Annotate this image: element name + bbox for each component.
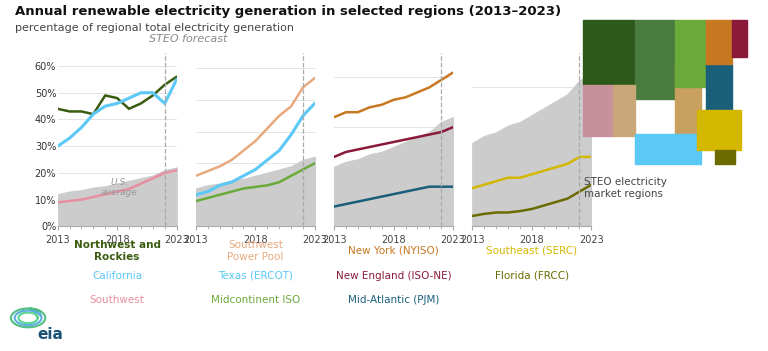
Text: Southwest: Southwest [90, 295, 144, 305]
Text: New York (NYISO): New York (NYISO) [348, 246, 439, 256]
Bar [706, 64, 732, 111]
Text: STEO electricity
market regions: STEO electricity market regions [584, 177, 667, 199]
Text: Northwest and
Rockies: Northwest and Rockies [74, 240, 161, 262]
Text: Southeast (SERC): Southeast (SERC) [486, 246, 578, 256]
Bar [584, 85, 613, 136]
Text: STEO forecast: STEO forecast [149, 34, 227, 44]
Bar [613, 85, 635, 136]
Text: U.S.
average: U.S. average [101, 178, 138, 197]
Bar [697, 111, 740, 150]
Text: Southwest
Power Pool: Southwest Power Pool [227, 240, 283, 262]
Text: Midcontinent ISO: Midcontinent ISO [210, 295, 300, 305]
Bar [714, 150, 736, 164]
Bar [635, 20, 675, 99]
Text: eia: eia [37, 327, 63, 342]
Text: California: California [92, 271, 142, 280]
Bar [584, 20, 635, 85]
Text: Annual renewable electricity generation in selected regions (2013–2023): Annual renewable electricity generation … [15, 5, 561, 18]
Text: Mid-Atlantic (PJM): Mid-Atlantic (PJM) [348, 295, 439, 305]
Text: Florida (FRCC): Florida (FRCC) [495, 271, 569, 280]
Bar [675, 64, 700, 134]
Bar [675, 20, 706, 87]
Bar [706, 20, 732, 64]
Text: New England (ISO-NE): New England (ISO-NE) [336, 271, 452, 280]
Text: Texas (ERCOT): Texas (ERCOT) [218, 271, 293, 280]
Text: percentage of regional total electricity generation: percentage of regional total electricity… [15, 23, 294, 33]
Bar [635, 134, 700, 164]
Bar [732, 20, 747, 57]
